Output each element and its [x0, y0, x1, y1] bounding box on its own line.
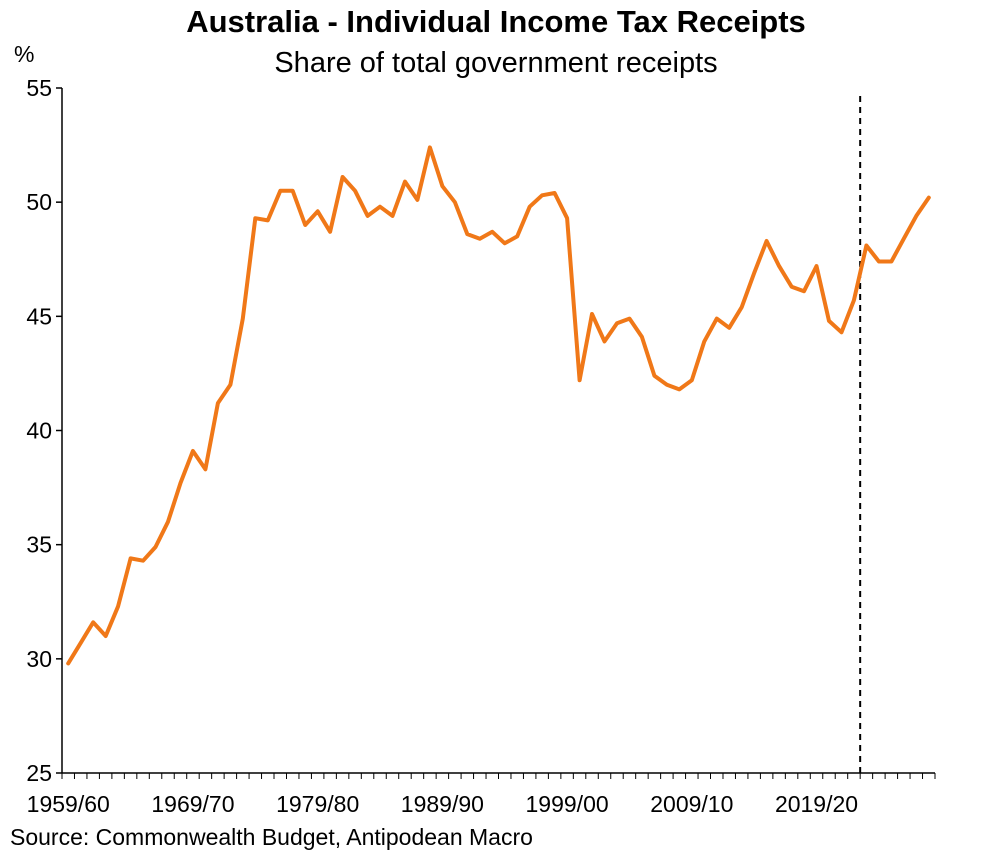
series-line	[66, 145, 931, 666]
y-tick-label: 45	[26, 303, 52, 329]
chart-subtitle: Share of total government receipts	[274, 47, 718, 79]
x-tick-label: 2009/10	[650, 791, 733, 817]
x-tick-label: 2019/20	[775, 791, 858, 817]
chart-title: Australia - Individual Income Tax Receip…	[186, 4, 806, 39]
y-tick-label: 25	[26, 760, 52, 786]
x-axis-labels: 1959/60 1969/70 1979/80 1989/90 1999/00 2009/…	[27, 791, 858, 817]
x-tick-label: 1959/60	[27, 791, 110, 817]
x-tick-label: 1979/80	[276, 791, 359, 817]
y-tick-label: 55	[26, 75, 52, 101]
x-tick-label: 1999/00	[526, 791, 609, 817]
x-tick-label: 1989/90	[401, 791, 484, 817]
y-tick-label: 30	[26, 646, 52, 672]
y-tick-label: 50	[26, 189, 52, 215]
y-tick-label: 40	[26, 418, 52, 444]
y-axis-ticks: 25 30 35 40 45 50 55	[26, 75, 62, 786]
x-axis-ticks	[61, 773, 936, 779]
y-tick-label: 35	[26, 532, 52, 558]
x-tick-label: 1969/70	[151, 791, 234, 817]
y-axis-label: %	[14, 41, 34, 67]
source-note: Source: Commonwealth Budget, Antipodean …	[10, 824, 533, 850]
